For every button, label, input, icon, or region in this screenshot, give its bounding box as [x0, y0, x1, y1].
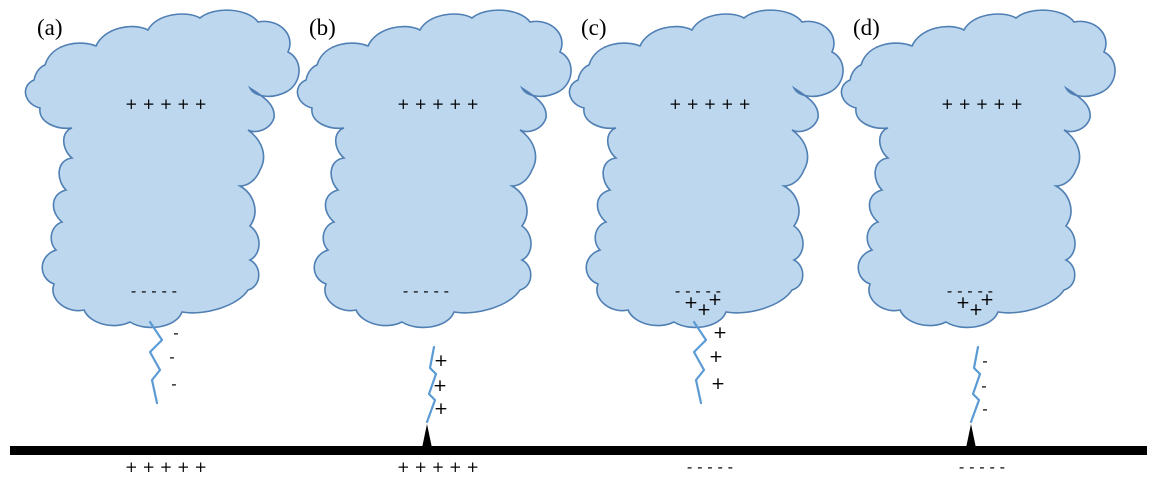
ground-charges: + + + + +	[125, 458, 207, 476]
lightning-leader	[425, 345, 438, 424]
leader-charge: -	[982, 400, 987, 418]
ground-charges: + + + + +	[397, 458, 479, 476]
ground-spike	[966, 424, 976, 448]
leader-charge: -	[171, 375, 176, 393]
cloud-top-charges: + + + + +	[397, 95, 479, 113]
leader-charge: -	[982, 352, 987, 370]
panel-label: (d)	[853, 15, 880, 40]
thundercloud	[568, 9, 844, 329]
lightning-leader	[692, 320, 708, 405]
leader-charge: +	[711, 374, 725, 394]
panel-label: (b)	[309, 15, 336, 40]
ground-spike	[422, 424, 432, 448]
ground-charges: - - - - -	[687, 458, 733, 476]
leader-charge: +	[713, 323, 727, 343]
panel-b: (b) + + + + + - - - - - + + + + + + + +	[296, 9, 572, 476]
cloud-pocket-charge: +	[708, 290, 722, 310]
cloud-bottom-charges: - - - - -	[947, 282, 993, 300]
thundercloud	[296, 9, 572, 329]
cloud-pocket-charge: +	[697, 300, 711, 320]
cloud-bottom-charges: - - - - -	[675, 282, 721, 300]
leader-charge: -	[169, 348, 174, 366]
leader-charge: +	[709, 347, 723, 367]
ground-line	[10, 446, 1147, 455]
cloud-pocket-charge: +	[980, 290, 994, 310]
leader-charge: +	[433, 376, 447, 396]
cloud-bottom-charges: - - - - -	[131, 282, 177, 300]
lightning-leader	[148, 320, 164, 405]
panel-label: (a)	[37, 15, 63, 40]
leader-charge: -	[173, 324, 178, 342]
cloud-pocket-charge: +	[684, 293, 698, 313]
cloud-pocket-charge: +	[956, 293, 970, 313]
lightning-leader	[969, 345, 982, 424]
thundercloud	[840, 9, 1116, 329]
panel-d: (d)+ + + + +- - - - -+++---- - - - -	[840, 9, 1116, 476]
cloud-bottom-charges: - - - - -	[403, 282, 449, 300]
cloud-pocket-charge: +	[969, 300, 983, 320]
cloud-top-charges: + + + + +	[125, 95, 207, 113]
leader-charge: +	[434, 399, 448, 419]
thundercloud	[24, 9, 300, 329]
panel-label: (c)	[581, 15, 607, 40]
ground-charges: - - - - -	[959, 458, 1005, 476]
leader-charge: -	[981, 377, 986, 395]
cloud-top-charges: + + + + +	[941, 95, 1023, 113]
panel-a: (a) + + + + + - - - - - - - - + + + + +	[24, 9, 300, 476]
panel-c: (c)+ + + + +- - - - -++++++- - - - -	[568, 9, 844, 476]
leader-charge: +	[434, 351, 448, 371]
cloud-top-charges: + + + + +	[669, 95, 751, 113]
